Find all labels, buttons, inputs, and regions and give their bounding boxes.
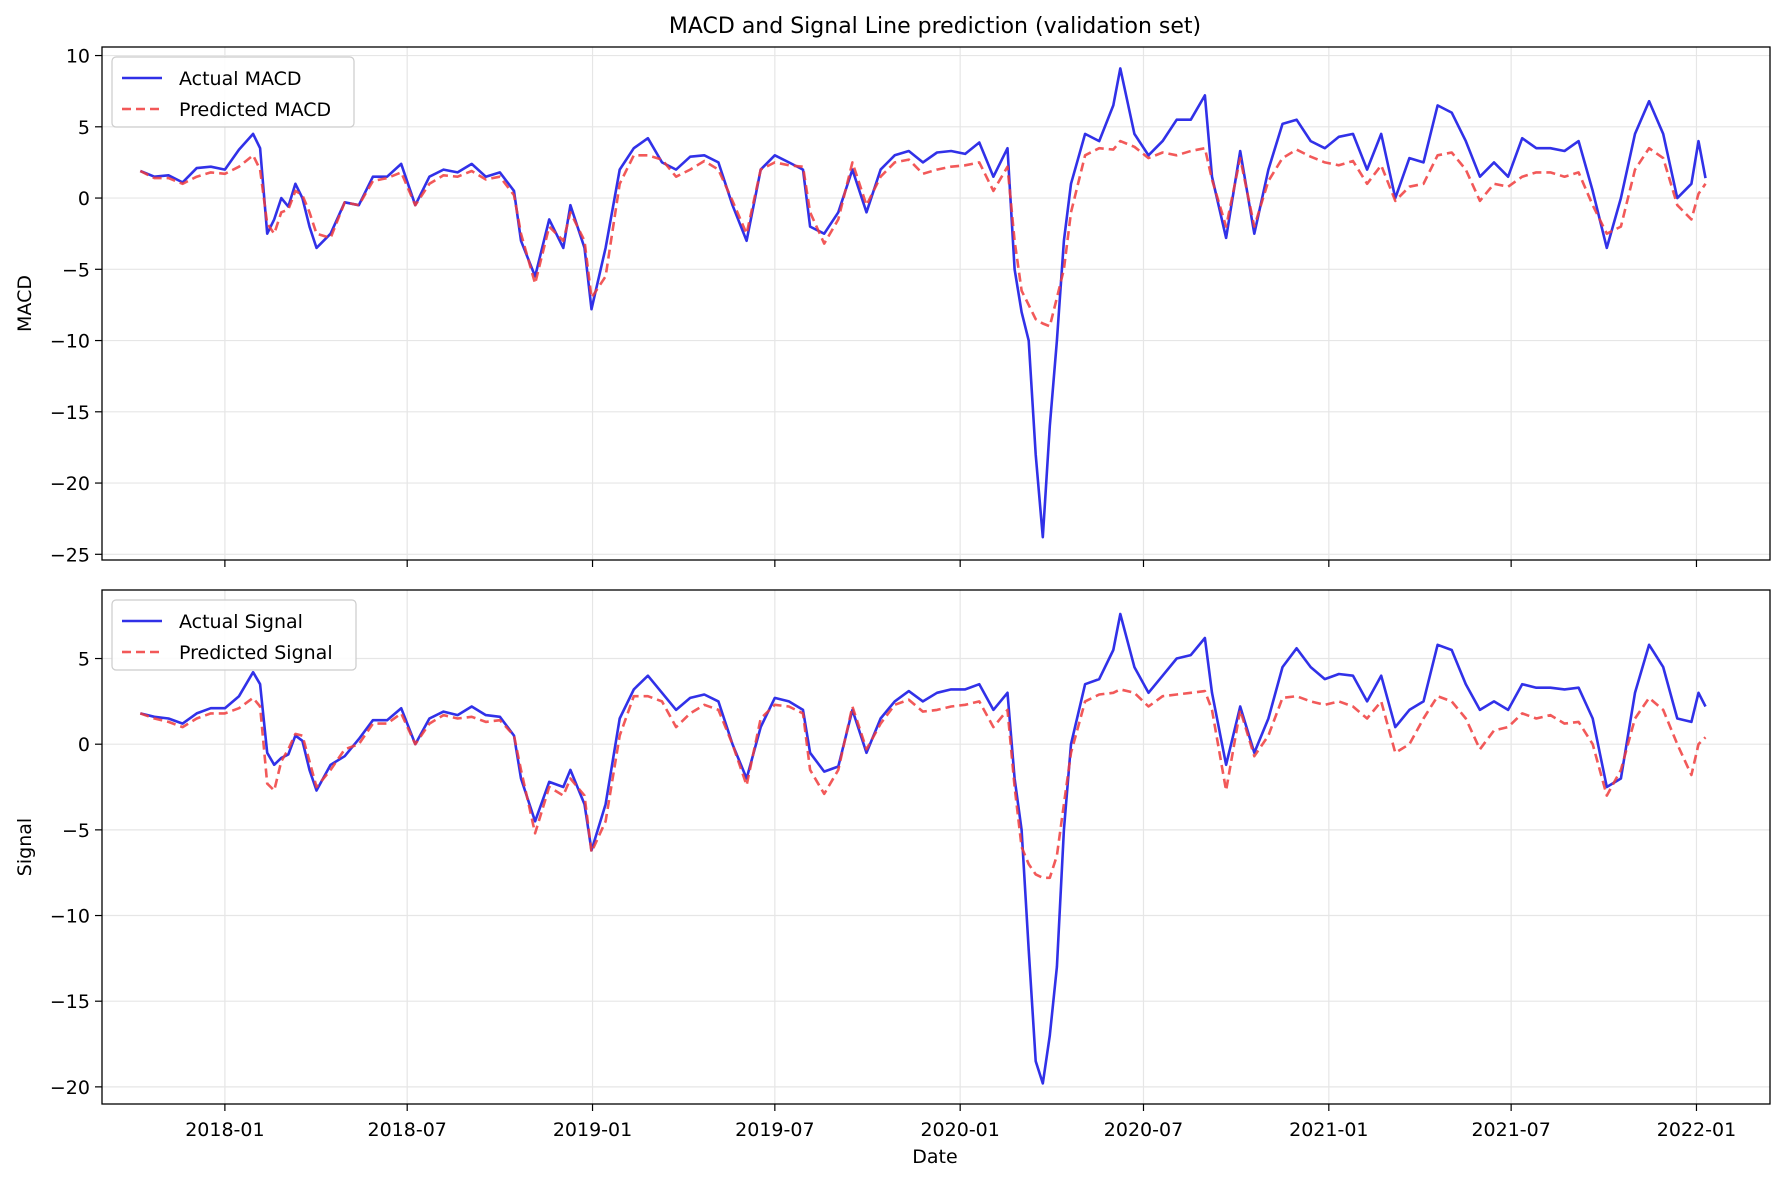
grid [102, 590, 1770, 1104]
axes-frame [101, 46, 1771, 561]
predicted-series-line [139, 688, 1707, 880]
x-tick-label: 2019-07 [735, 1119, 814, 1141]
x-tick-label: 2020-01 [920, 1119, 999, 1141]
signal-panel: 5 0 −5 −10 −15 −20 2018-01 2018-07 2019-01 2019-0… [14, 589, 1771, 1141]
macd-panel: 10 5 0 −5 −10 −15 −20 −25 MACD Actual MACD Predict… [14, 46, 1771, 567]
legend-label-predicted: Predicted Signal [179, 642, 333, 664]
x-tick-label: 2018-07 [368, 1119, 447, 1141]
y-axis-label: Signal [14, 818, 36, 876]
x-tick-label: 2022-01 [1657, 1119, 1736, 1141]
y-tick-label: −15 [50, 991, 90, 1013]
actual-series-line [139, 67, 1707, 539]
y-tick-label: 0 [78, 734, 90, 756]
y-tick-label: −20 [50, 1077, 90, 1099]
y-tick-label: −15 [50, 402, 90, 424]
grid [102, 47, 1770, 560]
y-tick-label: 10 [66, 46, 90, 68]
x-tick-label: 2019-01 [553, 1119, 632, 1141]
y-tick-label: −5 [62, 259, 90, 281]
legend-box [111, 56, 355, 128]
y-tick-label: −10 [50, 906, 90, 928]
y-tick-label: −25 [50, 544, 90, 566]
x-tick-label: 2020-07 [1104, 1119, 1183, 1141]
x-tick-label: 2018-01 [185, 1119, 264, 1141]
x-axis-label: Date [912, 1146, 957, 1168]
actual-series-line [139, 612, 1707, 1085]
legend: Actual MACD Predicted MACD [111, 56, 355, 128]
legend: Actual Signal Predicted Signal [111, 599, 357, 671]
legend-box [111, 599, 357, 671]
y-axis-label: MACD [14, 275, 36, 332]
legend-label-predicted: Predicted MACD [179, 99, 331, 121]
chart-title: MACD and Signal Line prediction (validat… [669, 14, 1201, 39]
y-tick-label: −5 [62, 820, 90, 842]
y-tick-label: 0 [78, 188, 90, 210]
y-tick-label: −10 [50, 331, 90, 353]
y-tick-label: 5 [78, 649, 90, 671]
x-tick-label: 2021-07 [1471, 1119, 1550, 1141]
y-tick-label: −20 [50, 473, 90, 495]
y-tick-label: 5 [78, 117, 90, 139]
axes-frame [101, 589, 1771, 1105]
x-tick-label: 2021-01 [1289, 1119, 1368, 1141]
legend-label-actual: Actual Signal [179, 611, 303, 633]
legend-label-actual: Actual MACD [179, 68, 302, 90]
